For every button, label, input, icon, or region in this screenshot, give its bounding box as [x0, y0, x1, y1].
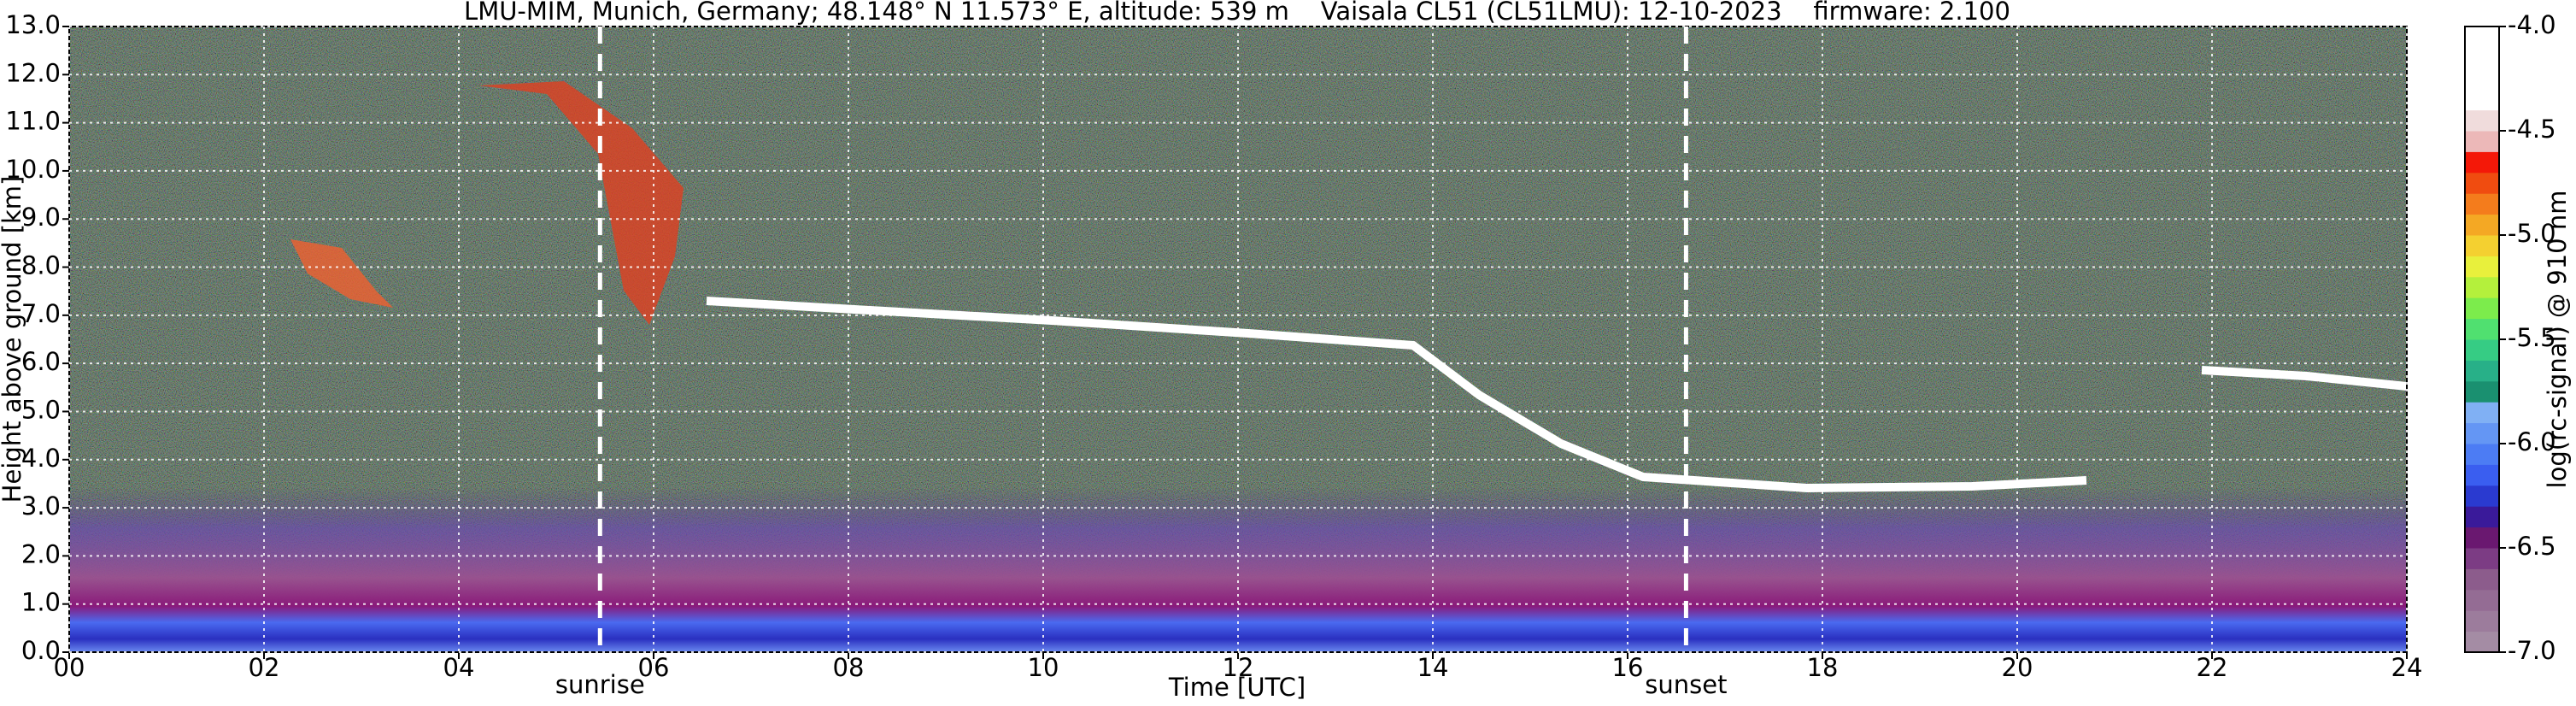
- chart-title: LMU-MIM, Munich, Germany; 48.148° N 11.5…: [464, 0, 2010, 26]
- colorbar-segment: [2465, 527, 2499, 549]
- y-axis-label: Height above ground [km]: [0, 176, 26, 503]
- y-tick-label: 11.0: [5, 107, 61, 136]
- y-tick-label: 0.0: [21, 636, 61, 665]
- x-tick-label: 02: [249, 653, 280, 682]
- colorbar-segment: [2465, 276, 2499, 298]
- colorbar-segment: [2465, 548, 2499, 569]
- colorbar-tick-label: -6.5: [2508, 532, 2556, 561]
- colorbar-tick-label: -5.5: [2508, 323, 2556, 352]
- x-axis-label: Time [UTC]: [1168, 673, 1306, 702]
- colorbar-segment: [2465, 89, 2499, 111]
- y-tick-label: 2.0: [21, 539, 61, 568]
- colorbar-segment: [2465, 568, 2499, 591]
- y-tick-label: 1.0: [21, 588, 61, 617]
- colorbar-tick-label: -6.0: [2508, 427, 2556, 456]
- colorbar-segment: [2465, 131, 2499, 152]
- colorbar-segment: [2465, 297, 2499, 320]
- colorbar-segment: [2465, 402, 2499, 424]
- x-tick-label: 14: [1417, 653, 1449, 682]
- y-tick-label: 3.0: [21, 491, 61, 521]
- x-tick-label: 10: [1028, 653, 1059, 682]
- colorbar-segment: [2465, 256, 2499, 278]
- y-tick-label: 12.0: [5, 58, 61, 87]
- x-tick-label: 12: [1223, 653, 1254, 682]
- y-tick-label: 9.0: [21, 203, 61, 232]
- backscatter-image: [69, 26, 2407, 652]
- colorbar-segment: [2465, 235, 2499, 256]
- y-tick-label: 4.0: [21, 444, 61, 473]
- colorbar-tick-label: -7.0: [2508, 636, 2556, 665]
- colorbar-segment: [2465, 172, 2499, 194]
- y-tick-label: 13.0: [5, 10, 61, 39]
- y-tick-label: 5.0: [21, 395, 61, 424]
- x-tick-label: 08: [833, 653, 865, 682]
- colorbar-segment: [2465, 26, 2499, 48]
- x-tick-label: 20: [2002, 653, 2033, 682]
- colorbar-segment: [2465, 193, 2499, 215]
- colorbar-segment: [2465, 68, 2499, 90]
- annotation: sunrise: [555, 670, 645, 699]
- annotation: sunset: [1645, 670, 1727, 699]
- colorbar-tick-label: -5.0: [2508, 219, 2556, 248]
- colorbar-segment: [2465, 610, 2499, 632]
- colorbar-tick-label: -4.5: [2508, 115, 2556, 144]
- colorbar-segment: [2465, 464, 2499, 486]
- x-tick-label: 18: [1807, 653, 1839, 682]
- colorbar-segment: [2465, 360, 2499, 382]
- colorbar-label: log(rc-signal) @ 910 nm: [2543, 191, 2572, 489]
- x-tick-label: 04: [443, 653, 475, 682]
- cirrus: [290, 239, 393, 308]
- y-tick-label: 10.0: [5, 155, 61, 184]
- colorbar-segment: [2465, 422, 2499, 444]
- cloud-layer: [2201, 366, 2407, 391]
- colorbar-segment: [2465, 380, 2499, 403]
- colorbar-segment: [2465, 47, 2499, 69]
- colorbar-segment: [2465, 589, 2499, 611]
- colorbar-segment: [2465, 214, 2499, 236]
- y-tick-label: 6.0: [21, 347, 61, 376]
- colorbar-segment: [2465, 485, 2499, 507]
- x-tick-label: 00: [54, 653, 85, 682]
- colorbar-tick-label: -4.0: [2508, 10, 2556, 39]
- colorbar-segment: [2465, 631, 2499, 653]
- y-tick-label: 8.0: [21, 251, 61, 280]
- colorbar-segment: [2465, 318, 2499, 340]
- x-tick-label: 22: [2197, 653, 2228, 682]
- colorbar-segment: [2465, 151, 2499, 174]
- colorbar-segment: [2465, 339, 2499, 361]
- x-tick-label: 24: [2391, 653, 2423, 682]
- x-tick-label: 16: [1612, 653, 1644, 682]
- colorbar-segment: [2465, 506, 2499, 528]
- x-tick-label: 06: [638, 653, 670, 682]
- colorbar-segment: [2465, 109, 2499, 132]
- boundary-layer: [69, 487, 2407, 652]
- y-tick-label: 7.0: [21, 299, 61, 328]
- colorbar-segment: [2465, 444, 2499, 465]
- cloud-layer: [706, 297, 2087, 493]
- cirrus: [478, 81, 684, 325]
